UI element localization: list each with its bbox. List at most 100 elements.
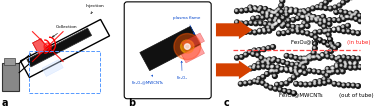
Circle shape [341,25,346,30]
Circle shape [294,8,299,13]
Circle shape [273,11,278,15]
Circle shape [289,7,294,12]
Circle shape [292,92,294,93]
Circle shape [257,48,262,52]
Circle shape [302,21,307,25]
Circle shape [328,80,330,82]
Circle shape [239,69,244,74]
Circle shape [291,63,293,65]
Circle shape [349,66,351,68]
Circle shape [333,47,335,49]
Circle shape [308,57,310,59]
Circle shape [277,31,281,36]
Circle shape [329,49,331,51]
Circle shape [356,84,361,88]
Circle shape [235,20,239,25]
Circle shape [312,51,314,53]
Circle shape [336,69,341,74]
Circle shape [296,25,298,27]
Circle shape [318,82,320,84]
Circle shape [346,56,351,60]
Circle shape [289,67,294,71]
Circle shape [305,57,307,59]
Circle shape [287,31,289,32]
Circle shape [344,61,346,63]
Circle shape [354,62,356,63]
Circle shape [291,18,296,22]
Circle shape [257,65,261,70]
Circle shape [248,29,253,34]
Circle shape [358,19,363,24]
Circle shape [340,64,342,66]
Circle shape [358,65,363,70]
Circle shape [335,57,339,61]
Circle shape [259,7,261,8]
Circle shape [336,43,341,47]
Circle shape [285,11,287,12]
Circle shape [339,64,344,68]
Circle shape [322,29,327,34]
Circle shape [285,61,290,66]
Circle shape [266,46,271,50]
Circle shape [367,63,372,67]
Circle shape [346,83,351,88]
Circle shape [287,90,292,94]
Circle shape [295,27,300,32]
Circle shape [314,18,319,23]
Circle shape [291,25,296,29]
Circle shape [355,11,357,13]
Circle shape [342,84,344,86]
Circle shape [290,67,292,69]
Circle shape [294,56,298,60]
Circle shape [267,57,272,62]
Text: Injection: Injection [86,4,105,14]
Polygon shape [32,38,46,53]
Circle shape [299,82,304,87]
Circle shape [358,14,360,16]
Circle shape [258,9,260,10]
Circle shape [296,29,301,34]
Circle shape [244,30,246,32]
Circle shape [280,10,282,12]
Circle shape [249,21,254,25]
Circle shape [244,82,246,84]
Circle shape [275,69,279,73]
Circle shape [279,3,284,8]
Circle shape [336,26,341,31]
Circle shape [256,53,260,58]
Circle shape [305,15,307,17]
Circle shape [274,22,279,27]
Circle shape [349,61,350,63]
Circle shape [249,8,254,12]
Circle shape [349,62,353,66]
Circle shape [352,31,353,33]
Circle shape [330,44,335,49]
Circle shape [330,66,335,71]
Circle shape [261,60,266,65]
Text: c: c [223,98,229,108]
Circle shape [288,90,290,92]
Circle shape [318,38,320,40]
Circle shape [267,28,272,33]
Circle shape [345,23,350,28]
Circle shape [275,82,279,87]
Circle shape [244,21,249,26]
Circle shape [291,29,293,31]
Circle shape [239,82,243,86]
Circle shape [271,59,273,61]
Circle shape [296,16,298,18]
Circle shape [314,31,316,33]
Circle shape [270,68,275,73]
Circle shape [270,70,271,72]
Circle shape [265,15,270,19]
Text: (in tube): (in tube) [347,40,370,45]
Circle shape [262,48,264,49]
Polygon shape [42,60,63,77]
Circle shape [243,30,248,34]
Circle shape [294,82,296,84]
Circle shape [265,12,270,17]
Circle shape [279,10,284,14]
Circle shape [239,55,244,59]
Circle shape [333,28,335,30]
Circle shape [323,30,325,32]
